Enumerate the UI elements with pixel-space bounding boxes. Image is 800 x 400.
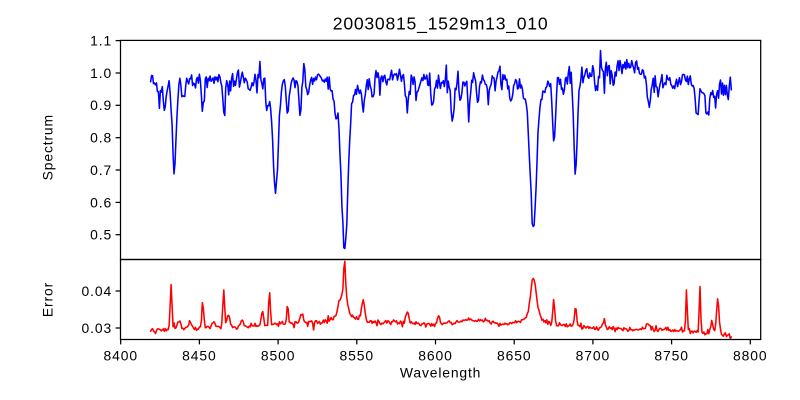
svg-text:0.9: 0.9: [90, 97, 112, 113]
svg-text:20030815_1529m13_010: 20030815_1529m13_010: [333, 14, 549, 35]
svg-text:0.03: 0.03: [81, 320, 112, 336]
svg-text:8500: 8500: [261, 348, 296, 364]
svg-text:1.1: 1.1: [90, 33, 112, 49]
svg-text:0.6: 0.6: [90, 194, 112, 210]
svg-text:1.0: 1.0: [90, 65, 112, 81]
svg-text:8800: 8800: [733, 348, 768, 364]
svg-text:8450: 8450: [182, 348, 217, 364]
svg-text:8400: 8400: [103, 348, 138, 364]
svg-text:0.04: 0.04: [81, 283, 112, 299]
svg-text:8550: 8550: [340, 348, 375, 364]
svg-text:8650: 8650: [497, 348, 532, 364]
svg-text:0.8: 0.8: [90, 130, 112, 146]
svg-text:8700: 8700: [576, 348, 611, 364]
svg-text:Error: Error: [40, 282, 56, 317]
svg-text:8750: 8750: [654, 348, 689, 364]
svg-text:Spectrum: Spectrum: [40, 114, 56, 180]
svg-text:8600: 8600: [418, 348, 453, 364]
svg-text:0.7: 0.7: [90, 162, 112, 178]
svg-text:0.5: 0.5: [90, 227, 112, 243]
svg-text:Wavelength: Wavelength: [400, 365, 481, 381]
